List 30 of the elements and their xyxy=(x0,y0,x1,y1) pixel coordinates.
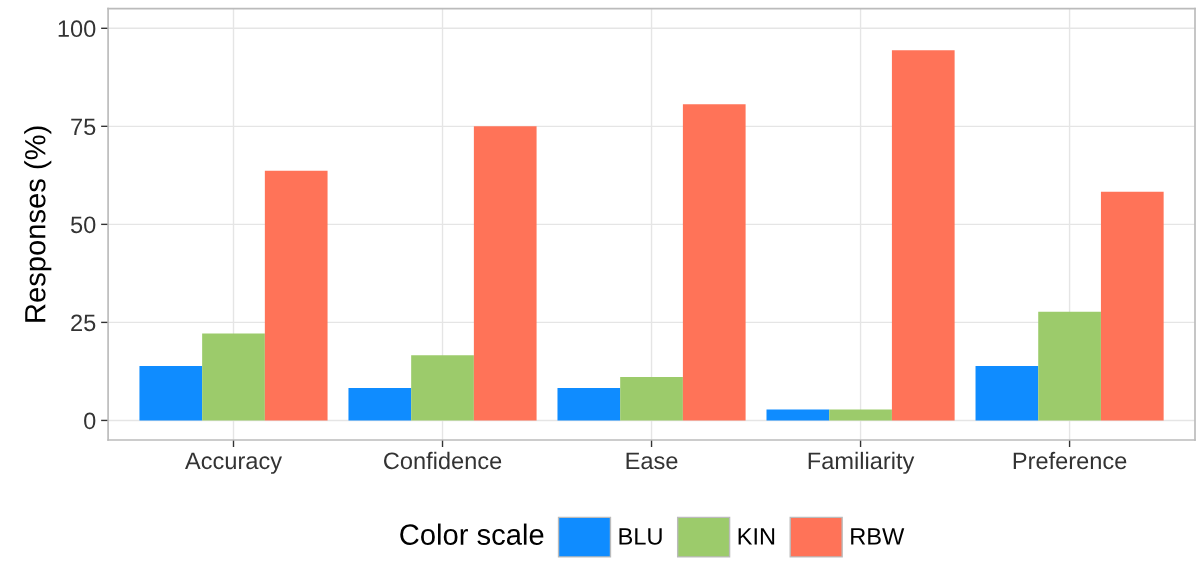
x-tick-label: Confidence xyxy=(384,451,502,470)
bar xyxy=(766,409,830,421)
bar xyxy=(891,50,955,421)
legend-label: RBW xyxy=(851,528,905,545)
bar xyxy=(348,387,412,421)
bar xyxy=(829,409,892,421)
y-tick-label: 100 xyxy=(58,20,96,38)
y-tick-label: 50 xyxy=(70,216,96,234)
y-tick-label: 75 xyxy=(71,118,96,136)
bar xyxy=(975,365,1039,421)
y-tick-label: 0 xyxy=(84,412,96,430)
bar xyxy=(139,365,203,421)
bar xyxy=(1100,191,1164,421)
legend-label: BLU xyxy=(619,528,662,545)
legend-title: Color scale xyxy=(400,523,544,545)
y-tick-label: 25 xyxy=(71,314,96,332)
bar xyxy=(1038,311,1101,421)
x-tick-label: Ease xyxy=(626,452,678,470)
bar xyxy=(620,376,683,421)
legend-label: KIN xyxy=(738,528,775,545)
x-tick-label: Familiarity xyxy=(808,451,915,474)
y-axis-title: Responses (%) xyxy=(24,126,52,322)
bar xyxy=(411,355,474,421)
x-tick-label: Accuracy xyxy=(185,452,283,474)
bar xyxy=(557,387,621,421)
bar xyxy=(264,170,328,421)
bar xyxy=(682,104,746,421)
x-tick-label: Preference xyxy=(1013,451,1127,470)
bar xyxy=(202,333,265,421)
bar xyxy=(473,126,537,421)
